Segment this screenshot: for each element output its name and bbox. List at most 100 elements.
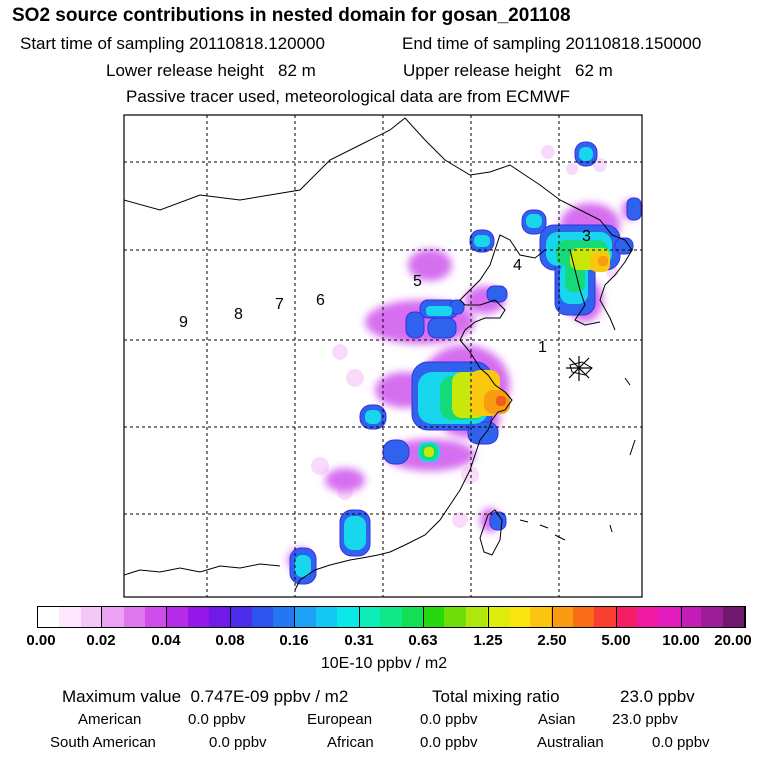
legend-swatch: [209, 607, 231, 627]
legend-swatch: [316, 607, 338, 627]
field-patch: [365, 410, 381, 424]
legend-tick: [359, 606, 360, 628]
region-label: 3: [582, 228, 591, 245]
source-value: 0.0 ppbv: [420, 711, 478, 728]
legend-swatch: [401, 607, 424, 627]
field-blob: [408, 249, 452, 281]
max-value: Maximum value 0.747E-09 ppbv / m2: [62, 687, 349, 706]
field-patch: [526, 214, 542, 228]
border-south: [124, 563, 281, 576]
field-blob: [593, 158, 607, 172]
coast-taiwan: [479, 509, 503, 556]
field-patch: [579, 147, 593, 161]
region-label: 6: [316, 292, 325, 309]
legend-swatch: [38, 607, 60, 627]
field-blob: [566, 163, 578, 175]
legend-unit: 10E-10 ppbv / m2: [320, 655, 448, 672]
total-mixing-value: 23.0 ppbv: [620, 687, 695, 706]
coast-jeju: [569, 361, 593, 376]
graticule: [124, 115, 642, 597]
legend-swatch: [144, 607, 167, 627]
legend-tick-label: 10.00: [662, 632, 700, 649]
legend-tick-label: 0.63: [408, 632, 438, 649]
field-blob: [325, 468, 365, 492]
legend-swatch: [701, 607, 723, 627]
legend-swatch: [529, 607, 552, 627]
field-patch: [467, 421, 499, 445]
source-value: 23.0 ppbv: [612, 711, 678, 728]
source-name: Australian: [537, 734, 604, 751]
legend-tick: [681, 606, 682, 628]
legend-tick-label: 0.31: [344, 632, 374, 649]
field-patch: [424, 447, 434, 457]
field-patch: [474, 235, 490, 247]
legend-swatch: [380, 607, 402, 627]
legend-swatch: [166, 607, 188, 627]
source-value: 0.0 ppbv: [209, 734, 267, 751]
field-patch: [295, 555, 311, 577]
legend-tick-label: 5.00: [601, 632, 631, 649]
source-value: 0.0 ppbv: [188, 711, 246, 728]
source-name: American: [78, 711, 142, 728]
start-time: Start time of sampling 20110818.120000: [20, 34, 325, 53]
legend-tick: [423, 606, 424, 628]
legend-tick-label: 2.50: [537, 632, 567, 649]
field-blob: [311, 457, 329, 475]
tracer-note: Passive tracer used, meteorological data…: [126, 87, 571, 106]
legend-tick: [745, 606, 746, 628]
source-name: African: [327, 734, 374, 751]
legend-swatch: [123, 607, 145, 627]
legend-swatch: [337, 607, 359, 627]
coast-islands: [519, 377, 636, 541]
legend-tick-label: 0.02: [86, 632, 116, 649]
legend-swatch: [187, 607, 210, 627]
color-legend: [37, 606, 745, 628]
field-patch: [427, 317, 457, 339]
source-value: 0.0 ppbv: [420, 734, 478, 751]
field-blob: [452, 512, 468, 528]
legend-swatch: [465, 607, 488, 627]
legend-swatch: [273, 607, 295, 627]
region-label: 4: [513, 257, 522, 274]
legend-swatch: [679, 607, 702, 627]
legend-tick: [37, 606, 38, 628]
field-blob: [332, 344, 348, 360]
total-mixing-label: Total mixing ratio: [432, 687, 560, 706]
legend-swatch: [294, 607, 317, 627]
source-name: Asian: [538, 711, 576, 728]
concentration-field: [288, 141, 642, 585]
field-patch: [405, 311, 425, 339]
field-patch: [626, 197, 642, 221]
legend-tick-label: 0.00: [26, 632, 56, 649]
map-title: SO2 source contributions in nested domai…: [12, 5, 571, 26]
border-line: [124, 117, 406, 211]
region-label: 9: [179, 314, 188, 331]
receptor-star-icon: [566, 356, 592, 381]
source-name: European: [307, 711, 373, 728]
legend-tick: [616, 606, 617, 628]
legend-swatch: [487, 607, 509, 627]
source-value: 0.0 ppbv: [652, 734, 710, 751]
legend-tick: [552, 606, 553, 628]
legend-swatch: [508, 607, 530, 627]
legend-tick-label: 0.16: [279, 632, 309, 649]
legend-tick: [488, 606, 489, 628]
legend-swatch: [102, 607, 124, 627]
legend-tick-label: 20.00: [714, 632, 752, 649]
legend-swatch: [230, 607, 252, 627]
region-label: 5: [413, 273, 422, 290]
field-patch: [486, 285, 508, 303]
legend-swatch: [722, 607, 744, 627]
field-blob: [346, 369, 364, 387]
legend-swatch: [444, 607, 466, 627]
legend-swatch: [80, 607, 103, 627]
region-label: 8: [234, 306, 243, 323]
field-patch: [426, 306, 452, 316]
upper-release-height: Upper release height 62 m: [403, 61, 613, 80]
field-patch: [598, 256, 608, 266]
field-patch: [496, 396, 506, 406]
legend-swatch: [423, 607, 445, 627]
coast-korea: [599, 249, 633, 331]
legend-swatch: [251, 607, 274, 627]
